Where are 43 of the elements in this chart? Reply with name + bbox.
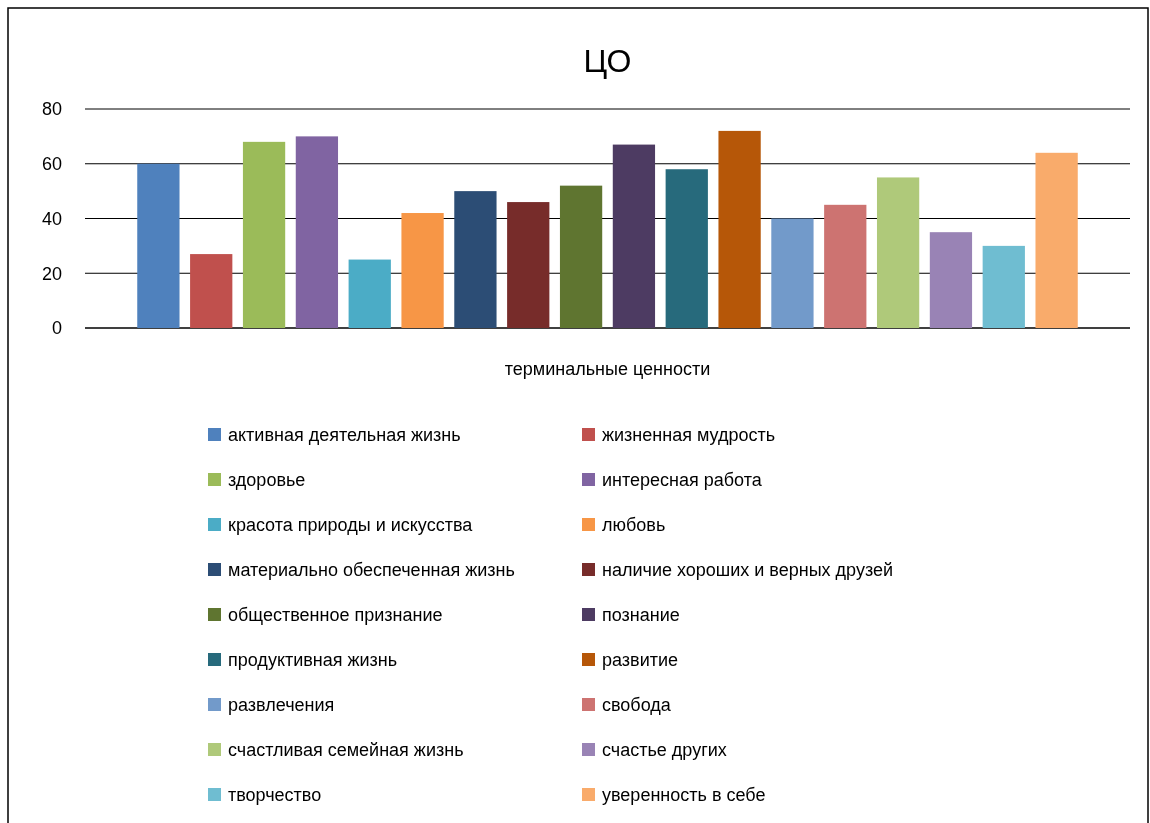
bar — [559, 185, 603, 328]
legend-label: счастье других — [602, 740, 727, 761]
legend-label: здоровье — [228, 470, 306, 491]
legend-label: творчество — [228, 785, 322, 806]
bar — [454, 191, 497, 328]
legend-label: материально обеспеченная жизнь — [228, 560, 515, 581]
bar — [295, 136, 339, 328]
legend-label: наличие хороших и верных друзей — [602, 560, 894, 581]
legend-label: интересная работа — [602, 470, 763, 491]
y-tick-label: 20 — [41, 263, 62, 284]
bar — [348, 259, 391, 328]
legend-label: счастливая семейная жизнь — [228, 740, 464, 761]
bar — [718, 130, 761, 328]
bar — [876, 177, 920, 328]
bar — [401, 213, 444, 328]
x-tick-label: терминальные ценности — [504, 359, 711, 379]
legend-label: познание — [602, 605, 680, 626]
bar — [982, 245, 1025, 328]
legend-label: общественное признание — [228, 605, 443, 626]
bar — [612, 144, 656, 328]
bar — [242, 141, 286, 328]
bar — [137, 163, 180, 328]
bar — [824, 204, 867, 328]
bar — [771, 218, 814, 328]
legend-label: жизненная мудрость — [602, 425, 776, 446]
legend-label: развитие — [602, 650, 678, 671]
bar — [1035, 152, 1078, 328]
bar — [190, 254, 233, 328]
legend-label: свобода — [602, 695, 672, 716]
chart-title: ЦО — [583, 43, 632, 79]
legend-label: развлечения — [228, 695, 335, 716]
legend-label: любовь — [602, 515, 666, 536]
y-tick-label: 40 — [41, 208, 62, 229]
y-tick-label: 60 — [41, 154, 62, 175]
legend-label: активная деятельная жизнь — [228, 425, 461, 446]
legend-label: продуктивная жизнь — [228, 650, 398, 671]
bar — [665, 169, 708, 328]
y-tick-label: 0 — [51, 318, 62, 339]
bar — [507, 202, 550, 328]
y-tick-label: 80 — [41, 99, 62, 120]
bar — [929, 232, 973, 328]
legend-label: красота природы и искусства — [228, 515, 474, 536]
legend-label: уверенность в себе — [602, 785, 766, 806]
